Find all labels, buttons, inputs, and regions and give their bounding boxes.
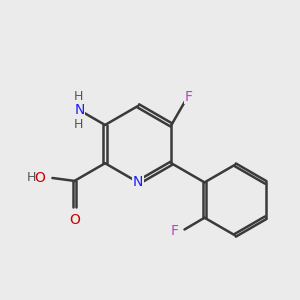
Text: N: N [74,103,85,117]
Text: O: O [34,171,45,185]
Text: O: O [69,213,80,227]
Text: F: F [171,224,178,238]
Text: F: F [185,89,193,103]
Text: H: H [74,118,83,130]
Text: N: N [133,176,143,189]
Text: H: H [27,172,37,184]
Text: H: H [74,90,83,103]
